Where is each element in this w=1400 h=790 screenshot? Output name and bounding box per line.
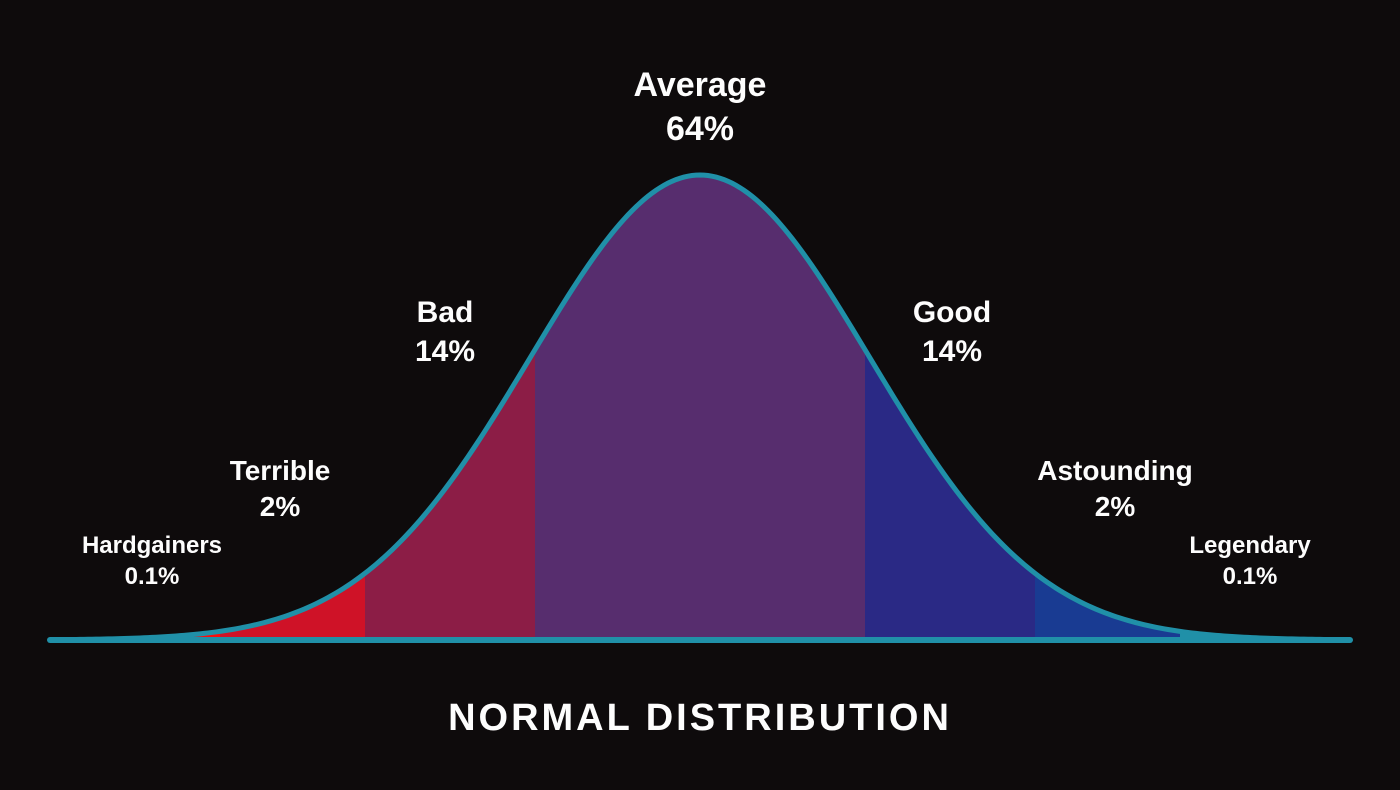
- section-label-legendary: Legendary0.1%: [1189, 530, 1310, 592]
- section-label-average: Average64%: [634, 63, 767, 151]
- section-percent-bad: 14%: [415, 332, 475, 371]
- section-name-astounding: Astounding: [1037, 453, 1193, 489]
- section-percent-average: 64%: [634, 107, 767, 151]
- section-percent-astounding: 2%: [1037, 489, 1193, 525]
- section-name-legendary: Legendary: [1189, 530, 1310, 561]
- section-label-astounding: Astounding2%: [1037, 453, 1193, 526]
- section-percent-hardgainers: 0.1%: [82, 561, 222, 592]
- section-label-good: Good14%: [913, 293, 991, 371]
- section-name-terrible: Terrible: [230, 453, 331, 489]
- section-percent-legendary: 0.1%: [1189, 561, 1310, 592]
- section-name-average: Average: [634, 63, 767, 107]
- section-percent-terrible: 2%: [230, 489, 331, 525]
- section-label-bad: Bad14%: [415, 293, 475, 371]
- section-label-terrible: Terrible2%: [230, 453, 331, 526]
- curve-fill: [147, 175, 1253, 640]
- section-name-bad: Bad: [415, 293, 475, 332]
- section-name-hardgainers: Hardgainers: [82, 530, 222, 561]
- section-label-hardgainers: Hardgainers0.1%: [82, 530, 222, 592]
- chart-title: NORMAL DISTRIBUTION: [448, 697, 952, 740]
- distribution-chart: Hardgainers0.1%Terrible2%Bad14%Average64…: [0, 0, 1400, 790]
- section-percent-good: 14%: [913, 332, 991, 371]
- section-name-good: Good: [913, 293, 991, 332]
